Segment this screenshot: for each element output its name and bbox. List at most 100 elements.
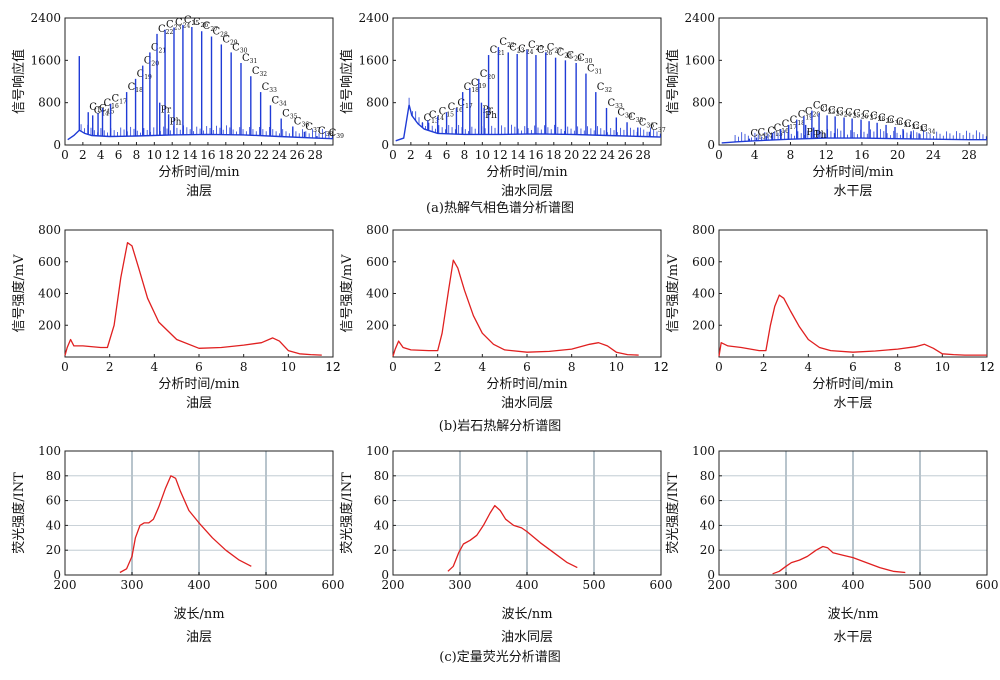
peak-label: Ph [815, 131, 827, 141]
data-line [64, 242, 322, 356]
x-axis-label: 波长/nm [173, 607, 224, 622]
peak-label: C17 [112, 94, 127, 106]
x-tick-label: 24 [272, 148, 288, 162]
chart-panel-0: 0 2 4 6 8 10 12 14 16 18 20 22 24 26 28080016002400分析时… [11, 11, 344, 199]
x-tick-label: 0 [389, 148, 397, 162]
x-tick-label: 600 [322, 578, 345, 592]
y-tick-label: 600 [38, 255, 61, 269]
x-axis-label: 分析时间/min [812, 165, 894, 180]
x-tick-label: 2 [79, 148, 87, 162]
peak-label: C20 [480, 69, 495, 81]
x-tick-label: 500 [583, 578, 606, 592]
peak-label: Pr [807, 128, 818, 138]
x-tick-label: 600 [650, 578, 673, 592]
y-tick-label: 600 [366, 255, 389, 269]
y-tick-label: 200 [366, 318, 389, 332]
y-axis-label: 荧光强度/INT [665, 472, 681, 554]
y-axis-label: 荧光强度/INT [11, 472, 27, 554]
panel-subtitle: 油层 [186, 184, 212, 199]
chart-panel-8: 200 300 400 500 600 0 20 40 60 80 100 波长/nm 荧光强度/INT… [665, 444, 998, 645]
chart-panel-6: 200 300 400 500 600 0 20 40 60 80 100 波长/nm 荧光强度/INT… [11, 444, 344, 645]
plot-frame [392, 229, 662, 358]
x-tick-label: 300 [121, 578, 144, 592]
y-tick-label: 0 [381, 568, 389, 582]
x-tick-label: 4 [751, 148, 759, 162]
x-tick-label: 2 [434, 360, 442, 374]
x-tick-label: 20 [890, 148, 905, 162]
y-axis-label: 信号响应值 [665, 49, 681, 114]
peak-label: C39 [329, 128, 344, 140]
x-tick-label: 10 [147, 148, 162, 162]
y-tick-label: 40 [374, 518, 389, 532]
y-axis-label: 信号响应值 [11, 49, 27, 114]
x-tick-label: 2 [760, 360, 768, 374]
y-tick-label: 100 [692, 444, 715, 458]
y-tick-label: 800 [38, 96, 61, 110]
y-tick-label: 2400 [358, 11, 389, 25]
y-tick-label: 0 [707, 138, 715, 152]
y-tick-label: 200 [692, 318, 715, 332]
x-tick-label: 500 [255, 578, 278, 592]
x-tick-label: 500 [909, 578, 932, 592]
data-line [772, 545, 906, 575]
x-axis-label: 波长/nm [501, 607, 552, 622]
chart-panel-7: 200 300 400 500 600 0 20 40 60 80 100 波长/nm 荧光强度/INT… [339, 444, 672, 645]
x-tick-label: 6 [115, 148, 123, 162]
x-tick-label: 400 [188, 578, 211, 592]
y-tick-label: 60 [46, 494, 61, 508]
panel-subtitle: 油层 [186, 396, 212, 411]
peak-label: C34 [271, 95, 286, 107]
x-tick-label: 22 [254, 148, 269, 162]
x-tick-label: 300 [449, 578, 472, 592]
y-tick-label: 0 [53, 568, 61, 582]
x-tick-label: 10 [935, 360, 950, 374]
peak-label: C33 [262, 82, 277, 94]
y-tick-label: 80 [46, 469, 61, 483]
x-tick-label: 4 [151, 360, 159, 374]
plot-frame [392, 17, 662, 146]
y-tick-label: 800 [366, 96, 389, 110]
peak-label: C34 [920, 123, 935, 135]
x-axis-label: 分析时间/min [158, 165, 240, 180]
x-tick-label: 26 [290, 148, 305, 162]
x-tick-label: 16 [200, 148, 215, 162]
y-tick-label: 1600 [684, 53, 715, 67]
x-tick-label: 20 [236, 148, 251, 162]
panel-subtitle: 水干层 [833, 396, 872, 411]
y-axis-label: 信号强度/mV [665, 254, 681, 333]
x-tick-label: 0 [61, 360, 69, 374]
y-tick-label: 20 [700, 543, 715, 557]
y-axis-label: 信号强度/mV [11, 254, 27, 333]
peak-label: C21 [151, 42, 166, 54]
x-axis-label: 波长/nm [827, 607, 878, 622]
y-tick-label: 400 [38, 287, 61, 301]
y-tick-label: 0 [53, 138, 61, 152]
x-tick-label: 300 [775, 578, 798, 592]
x-tick-label: 400 [516, 578, 539, 592]
x-axis-label: 分析时间/min [486, 165, 568, 180]
y-tick-label: 400 [366, 287, 389, 301]
figure-caption: (a)热解气相色谱分析谱图 [426, 200, 574, 216]
peak-label: C36 [294, 116, 309, 128]
x-tick-label: 20 [564, 148, 579, 162]
peak-label: Pr [482, 106, 493, 116]
y-tick-label: 600 [692, 255, 715, 269]
x-tick-label: 28 [307, 148, 322, 162]
x-tick-label: 6 [443, 148, 451, 162]
y-tick-label: 100 [366, 444, 389, 458]
y-tick-label: 2400 [684, 11, 715, 25]
x-tick-label: 28 [635, 148, 650, 162]
plot-frame [64, 229, 334, 358]
x-tick-label: 4 [479, 360, 487, 374]
y-tick-label: 100 [38, 444, 61, 458]
y-tick-label: 2400 [30, 11, 61, 25]
x-tick-label: 6 [195, 360, 203, 374]
x-tick-label: 4 [425, 148, 433, 162]
x-tick-label: 24 [926, 148, 942, 162]
x-tick-label: 0 [715, 148, 723, 162]
x-tick-label: 0 [389, 360, 397, 374]
peak-label: C32 [597, 82, 612, 94]
plot-frame [718, 17, 988, 146]
x-tick-label: 200 [382, 578, 405, 592]
